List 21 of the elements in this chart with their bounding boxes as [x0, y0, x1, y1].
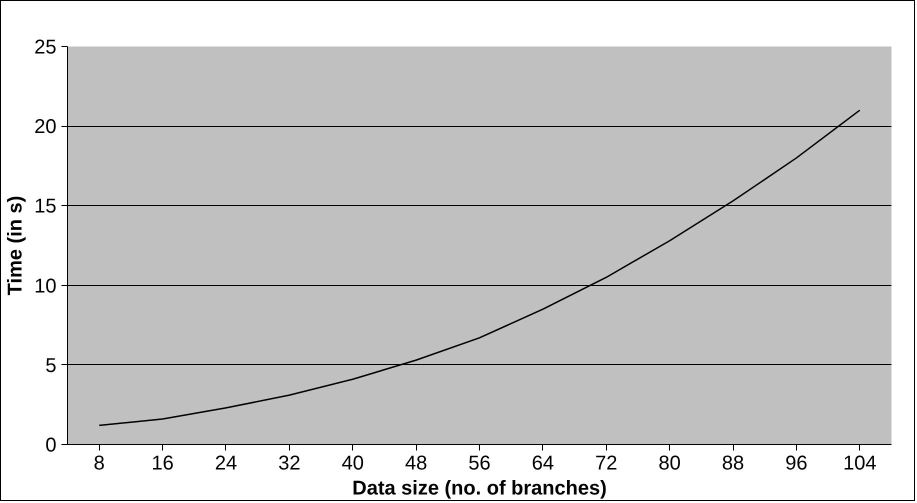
x-tick-label: 8 — [94, 452, 105, 474]
x-tick-label: 48 — [404, 452, 428, 474]
x-tick-label: 88 — [722, 452, 744, 474]
x-tick-label: 16 — [151, 452, 174, 474]
y-tick-label: 20 — [34, 116, 57, 138]
y-axis-title: Time (in s) — [4, 196, 26, 296]
x-tick-label: 32 — [278, 452, 300, 474]
y-tick-label: 25 — [34, 36, 57, 58]
x-tick-label: 24 — [214, 452, 238, 474]
x-tick-label: 80 — [658, 452, 681, 474]
x-tick-label: 56 — [468, 452, 491, 474]
x-tick-label: 64 — [532, 452, 554, 474]
x-axis-title: Data size (no. of branches) — [352, 478, 607, 500]
x-tick-label: 72 — [595, 452, 618, 474]
y-tick-label: 5 — [45, 354, 56, 377]
x-tick-label: 40 — [342, 452, 364, 474]
x-tick-label: 104 — [843, 452, 876, 474]
x-tick-label: 96 — [785, 452, 808, 474]
y-tick-label: 0 — [45, 434, 56, 456]
y-tick-label: 15 — [34, 196, 57, 218]
y-tick-label: 10 — [34, 275, 57, 298]
